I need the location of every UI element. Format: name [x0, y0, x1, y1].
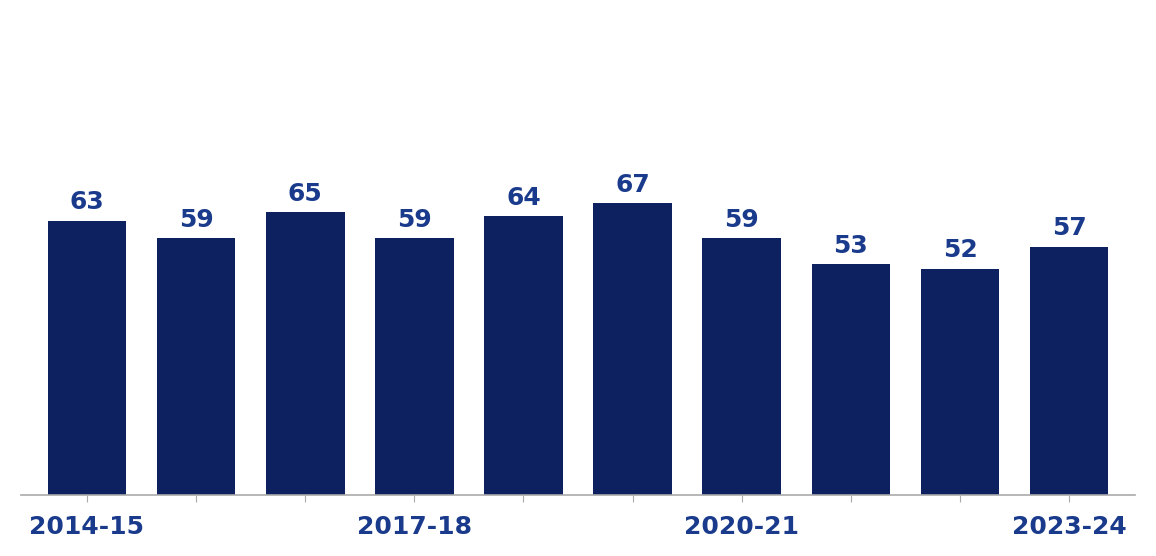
Text: 67: 67	[615, 173, 650, 197]
Bar	[812, 264, 890, 494]
Bar	[920, 269, 999, 494]
Bar	[375, 238, 453, 494]
Text: 59: 59	[725, 208, 759, 232]
Bar	[266, 212, 344, 494]
Text: 59: 59	[397, 208, 431, 232]
Text: 52: 52	[942, 238, 978, 262]
Text: 64: 64	[506, 186, 541, 210]
Text: 63: 63	[69, 190, 104, 214]
Bar	[593, 203, 672, 494]
Bar	[484, 216, 563, 494]
Bar	[157, 238, 236, 494]
Text: 53: 53	[833, 234, 868, 258]
Bar	[703, 238, 781, 494]
Bar	[47, 221, 126, 494]
Text: 65: 65	[288, 182, 323, 206]
Text: 59: 59	[179, 208, 214, 232]
Bar	[1030, 247, 1109, 494]
Text: 57: 57	[1052, 216, 1087, 240]
